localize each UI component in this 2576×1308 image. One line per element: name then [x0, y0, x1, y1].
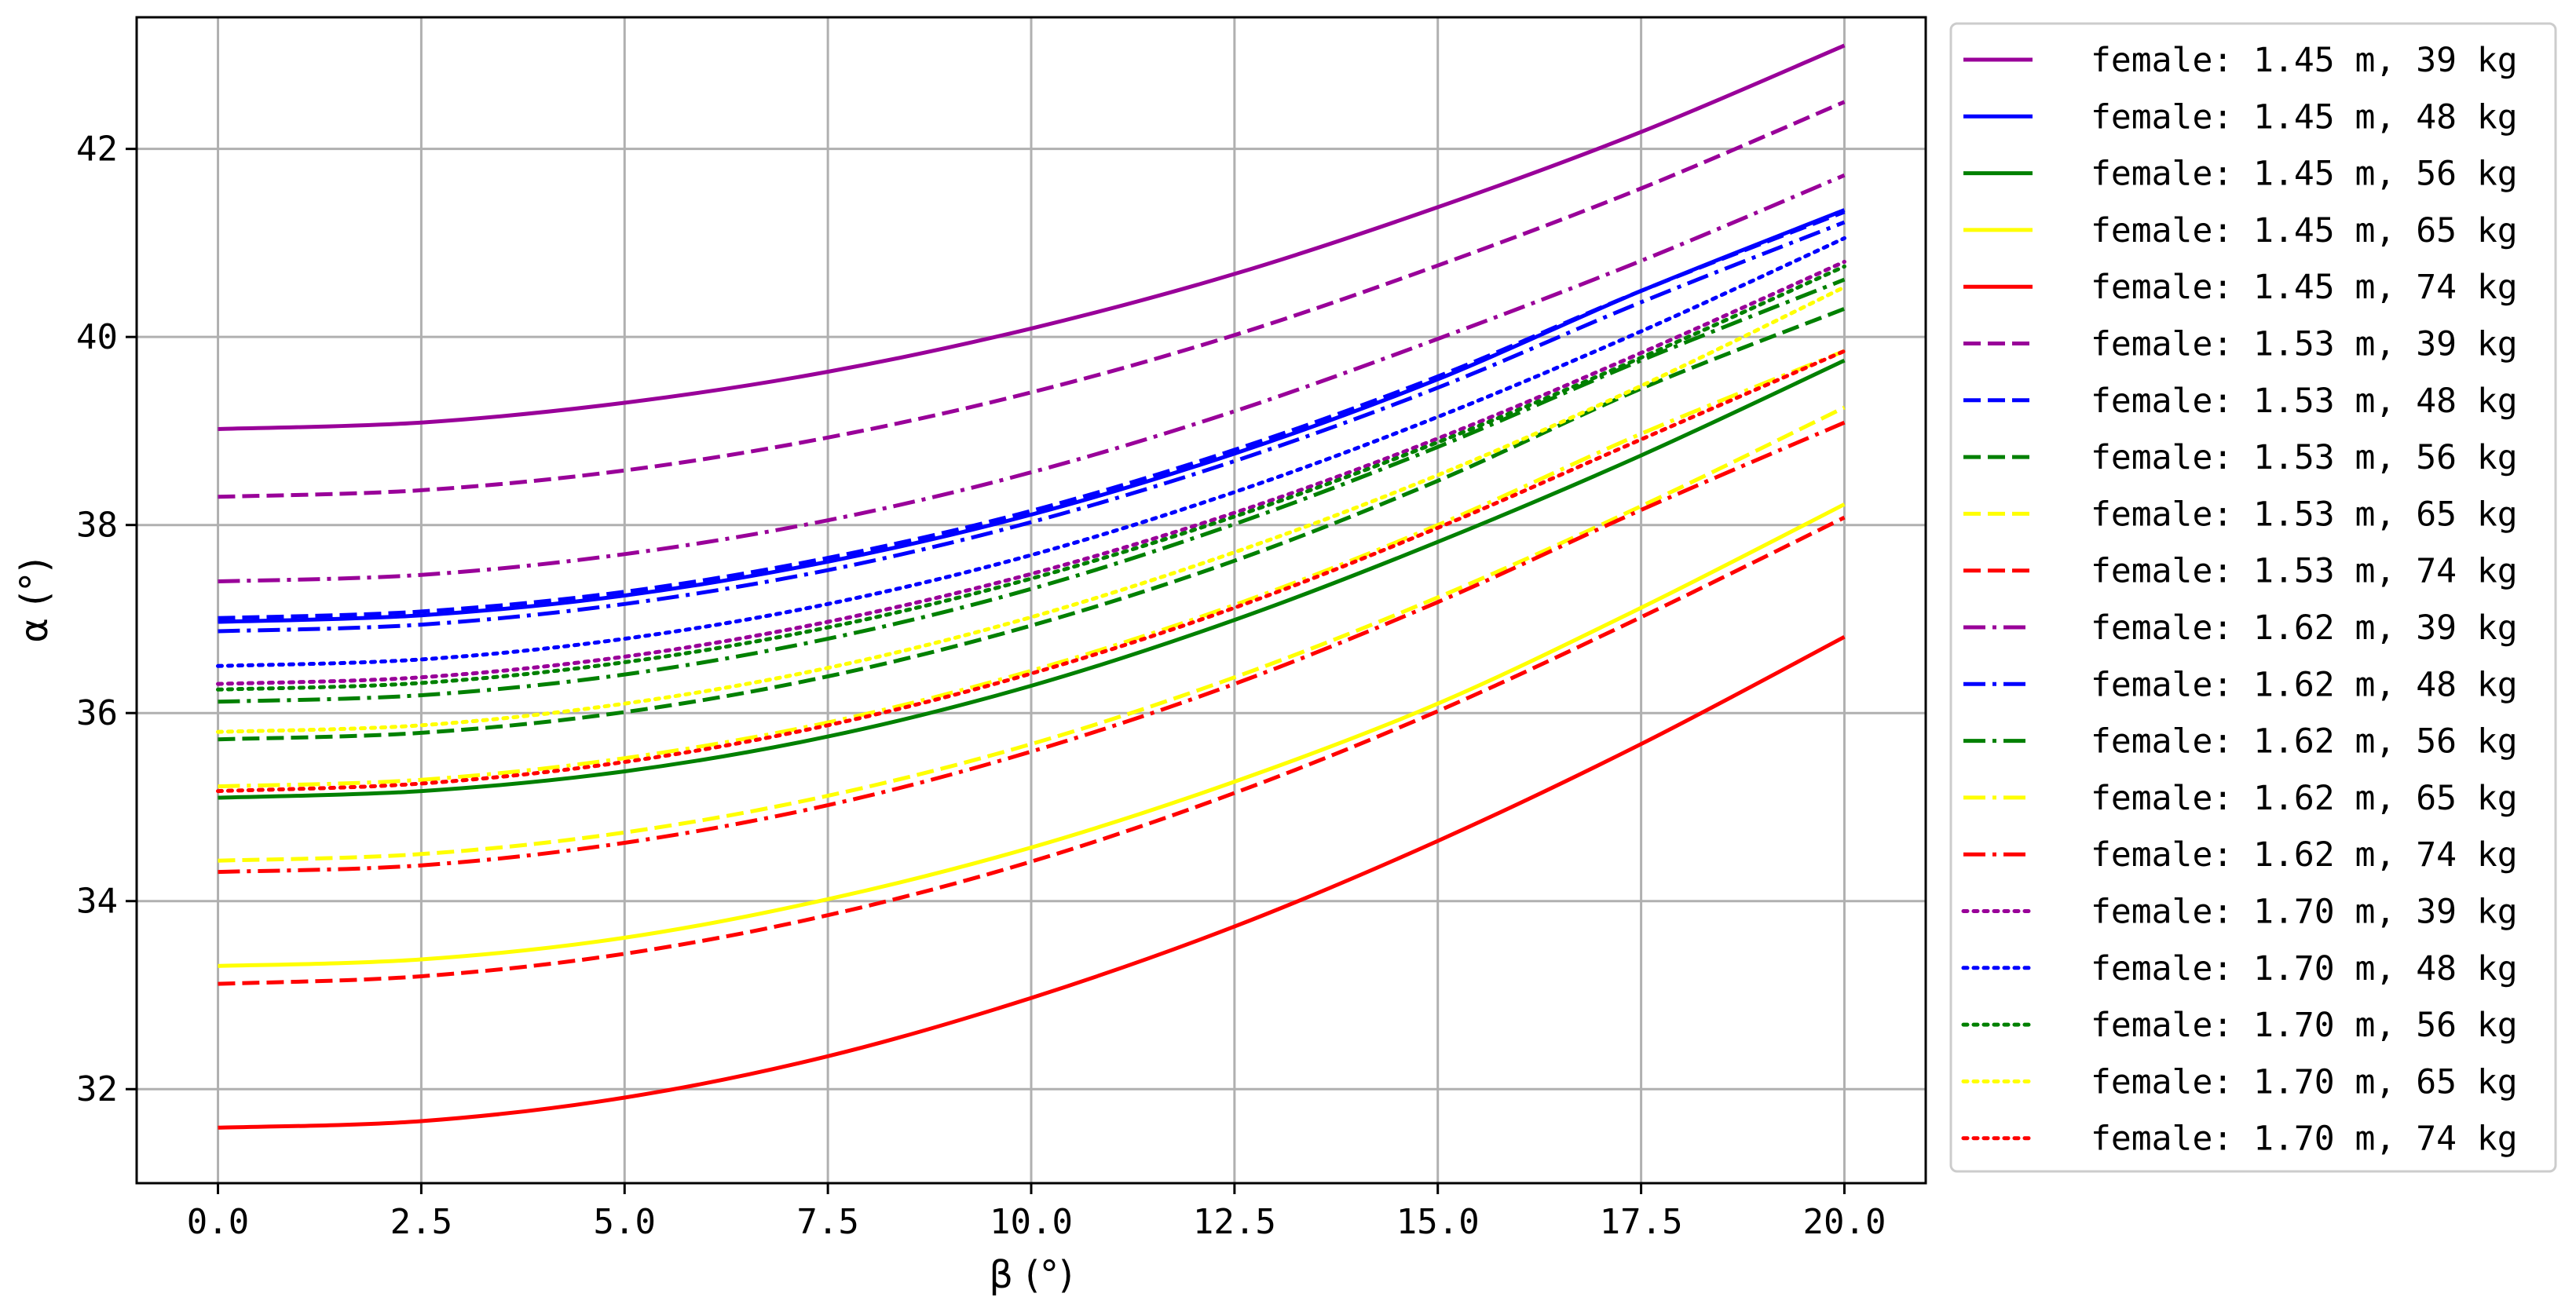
legend-label: female: 1.53 m, 65 kg: [2091, 495, 2518, 534]
legend-label: female: 1.62 m, 56 kg: [2091, 722, 2518, 762]
series-line-17: [216, 236, 1846, 668]
legend-item: female: 1.45 m, 39 kg: [1963, 41, 2518, 80]
series-line-1: [218, 43, 1846, 431]
x-tick-label: 2.5: [390, 1202, 452, 1242]
y-tick-label: 32: [76, 1069, 118, 1109]
legend-item: female: 1.70 m, 39 kg: [1961, 893, 2518, 932]
legend-item: female: 1.62 m, 48 kg: [1963, 665, 2518, 704]
series-line-15: [218, 420, 1846, 875]
x-tick-label: 10.0: [990, 1202, 1073, 1242]
legend-label: female: 1.62 m, 48 kg: [2091, 665, 2518, 704]
legend-item: female: 1.53 m, 74 kg: [1963, 552, 2518, 591]
x-tick-label: 20.0: [1802, 1202, 1886, 1242]
legend-label: female: 1.45 m, 74 kg: [2091, 268, 2518, 307]
y-tick-label: 40: [76, 317, 118, 357]
series-line-4: [218, 502, 1846, 968]
y-tick-label: 42: [76, 130, 118, 170]
legend-item: female: 1.62 m, 65 kg: [1963, 779, 2518, 818]
legend-item: female: 1.45 m, 48 kg: [1963, 97, 2518, 137]
series-line-13: [218, 277, 1846, 704]
y-axis-ticks: 32 34 36 38 40 42: [76, 130, 137, 1109]
legend-item: female: 1.70 m, 65 kg: [1961, 1062, 2518, 1102]
legend-item: female: 1.45 m, 65 kg: [1963, 211, 2518, 250]
legend-item: female: 1.53 m, 39 kg: [1963, 325, 2518, 364]
legend-item: female: 1.62 m, 74 kg: [1963, 835, 2518, 875]
x-tick-label: 7.5: [796, 1202, 858, 1242]
legend-label: female: 1.70 m, 56 kg: [2091, 1006, 2518, 1045]
legend-label: female: 1.70 m, 48 kg: [2091, 949, 2518, 988]
legend-item: female: 1.53 m, 65 kg: [1963, 495, 2518, 534]
legend-label: female: 1.53 m, 74 kg: [2091, 552, 2518, 591]
legend-label: female: 1.45 m, 56 kg: [2091, 155, 2518, 194]
x-tick-label: 12.5: [1193, 1202, 1276, 1242]
legend-frame: [1949, 22, 2557, 1173]
x-tick-label: 17.5: [1600, 1202, 1683, 1242]
x-axis-ticks: 0.0 2.5 5.0 7.5 10.0 12.5 15.0 17.5 20.0: [187, 1183, 1886, 1242]
x-axis-label: β (°): [989, 1253, 1073, 1297]
legend-label: female: 1.70 m, 65 kg: [2091, 1062, 2518, 1102]
series-line-11: [218, 173, 1846, 583]
legend-item: female: 1.45 m, 56 kg: [1963, 155, 2518, 194]
legend-label: female: 1.53 m, 39 kg: [2091, 325, 2518, 364]
x-tick-label: 15.0: [1396, 1202, 1480, 1242]
series-line-7: [218, 210, 1846, 620]
series-line-6: [218, 100, 1846, 499]
legend-label: female: 1.53 m, 56 kg: [2091, 438, 2518, 477]
legend-item: female: 1.62 m, 56 kg: [1963, 722, 2518, 762]
legend-label: female: 1.62 m, 65 kg: [2091, 779, 2518, 818]
legend-item: female: 1.70 m, 56 kg: [1961, 1006, 2518, 1045]
series-line-16: [216, 259, 1846, 686]
series-line-19: [216, 285, 1846, 734]
plot-series: [216, 43, 1846, 1130]
legend-item: female: 1.53 m, 56 kg: [1963, 438, 2518, 477]
series-line-3: [218, 358, 1846, 800]
series-line-12: [218, 220, 1846, 634]
y-tick-label: 38: [76, 506, 118, 546]
series-line-5: [218, 634, 1846, 1130]
legend-label: female: 1.53 m, 48 kg: [2091, 382, 2518, 421]
legend-label: female: 1.62 m, 74 kg: [2091, 835, 2518, 875]
legend-label: female: 1.70 m, 39 kg: [2091, 893, 2518, 932]
series-line-20: [216, 349, 1846, 794]
legend-item: female: 1.62 m, 39 kg: [1963, 608, 2518, 648]
x-tick-label: 5.0: [594, 1202, 656, 1242]
legend-label: female: 1.45 m, 65 kg: [2091, 211, 2518, 250]
y-tick-label: 34: [76, 882, 118, 922]
y-tick-label: 36: [76, 693, 118, 733]
legend-label: female: 1.45 m, 39 kg: [2091, 41, 2518, 80]
legend-label: female: 1.70 m, 74 kg: [2091, 1120, 2518, 1159]
legend-item: female: 1.45 m, 74 kg: [1963, 268, 2518, 307]
legend: female: 1.45 m, 39 kg female: 1.45 m, 48 …: [1949, 22, 2557, 1173]
y-axis-label: α (°): [13, 557, 57, 642]
series-line-14: [218, 349, 1846, 789]
legend-label: female: 1.62 m, 39 kg: [2091, 608, 2518, 648]
legend-label: female: 1.45 m, 48 kg: [2091, 97, 2518, 137]
legend-item: female: 1.70 m, 74 kg: [1961, 1120, 2518, 1159]
series-line-10: [218, 515, 1846, 986]
legend-item: female: 1.53 m, 48 kg: [1963, 382, 2518, 421]
legend-item: female: 1.70 m, 48 kg: [1961, 949, 2518, 988]
x-tick-label: 0.0: [187, 1202, 249, 1242]
series-line-18: [216, 264, 1846, 692]
